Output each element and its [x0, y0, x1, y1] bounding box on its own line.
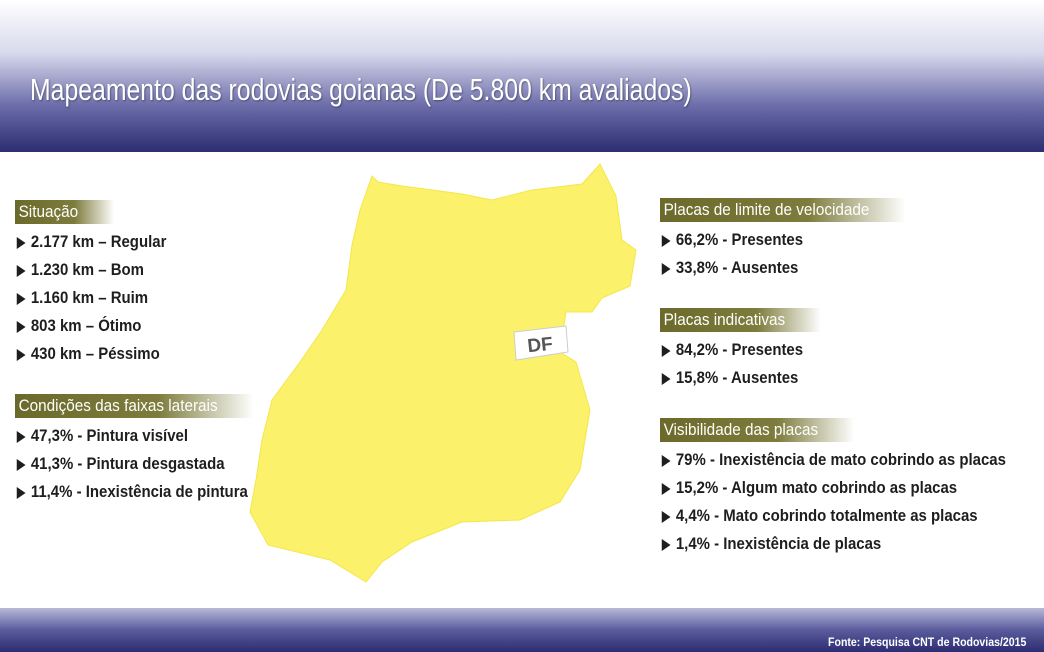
title: Mapeamento das rodovias goianas (De 5.80…: [30, 72, 692, 107]
list-item: 33,8% - Ausentes: [660, 254, 1006, 282]
bullet: [661, 235, 671, 247]
section-heading: Placas indicativas: [660, 308, 822, 332]
bullet: [16, 487, 26, 499]
item-text: 2.177 km – Regular: [30, 232, 167, 251]
section: Situação 2.177 km – Regular 1.230 km – Bom…: [15, 200, 280, 368]
item-text: 15,8% - Ausentes: [675, 368, 799, 387]
list-item: 1,4% - Inexistência de placas: [660, 530, 1006, 558]
section-heading: Placas de limite de velocidade: [660, 198, 906, 222]
item-text: 41,3% - Pintura desgastada: [30, 454, 225, 473]
bullet: [661, 511, 671, 523]
state-shape: [249, 163, 637, 583]
item-text: 66,2% - Presentes: [675, 230, 804, 249]
footer-band: Fonte: Pesquisa CNT de Rodovias/2015: [0, 608, 1044, 652]
list-item: 4,4% - Mato cobrindo totalmente as placa…: [660, 502, 1006, 530]
list-item: 430 km – Péssimo: [15, 340, 248, 368]
section: Placas de limite de velocidade 66,2% - Pr…: [660, 198, 1044, 282]
item-text: 1.160 km – Ruim: [30, 288, 149, 307]
item-text: 1,4% - Inexistência de placas: [675, 534, 882, 553]
list-item: 47,3% - Pintura visível: [15, 422, 248, 450]
bullet: [661, 263, 671, 275]
item-text: 1.230 km – Bom: [30, 260, 144, 279]
section: Visibilidade das placas 79% - Inexistênci…: [660, 418, 1044, 558]
bullet: [16, 293, 26, 305]
list-item: 41,3% - Pintura desgastada: [15, 450, 248, 478]
section-heading: Visibilidade das placas: [660, 418, 855, 442]
bullet: [661, 483, 671, 495]
item-text: 47,3% - Pintura visível: [30, 426, 189, 445]
bullet: [661, 539, 671, 551]
source: Fonte: Pesquisa CNT de Rodovias/2015: [827, 635, 1026, 649]
bullet: [16, 459, 26, 471]
section: Condições das faixas laterais 47,3% - Pin…: [15, 394, 280, 506]
item-text: 4,4% - Mato cobrindo totalmente as placa…: [675, 506, 978, 525]
bullet: [661, 345, 671, 357]
bullet: [661, 455, 671, 467]
item-text: 84,2% - Presentes: [675, 340, 804, 359]
left-column: Situação 2.177 km – Regular 1.230 km – Bom…: [15, 200, 280, 532]
item-text: 430 km – Péssimo: [30, 344, 160, 363]
section-heading: Situação: [15, 200, 115, 224]
list-item: 15,2% - Algum mato cobrindo as placas: [660, 474, 1006, 502]
right-column: Placas de limite de velocidade 66,2% - Pr…: [660, 198, 1044, 584]
item-text: 33,8% - Ausentes: [675, 258, 799, 277]
bullet: [16, 431, 26, 443]
df-label: DF: [526, 334, 553, 358]
list-item: 2.177 km – Regular: [15, 228, 248, 256]
header-band: Mapeamento das rodovias goianas (De 5.80…: [0, 0, 1044, 152]
heading-row: Placas de limite de velocidade: [660, 198, 1044, 226]
list-item: 79% - Inexistência de mato cobrindo as p…: [660, 446, 1006, 474]
item-text: 79% - Inexistência de mato cobrindo as p…: [675, 450, 1006, 469]
item-text: 11,4% - Inexistência de pintura: [30, 482, 248, 501]
section: Placas indicativas 84,2% - Presentes 15,8%…: [660, 308, 1044, 392]
list-item: 84,2% - Presentes: [660, 336, 1006, 364]
heading-row: Visibilidade das placas: [660, 418, 1044, 446]
bullet: [16, 349, 26, 361]
list-item: 1.160 km – Ruim: [15, 284, 248, 312]
section-heading: Condições das faixas laterais: [15, 394, 254, 418]
list-item: 66,2% - Presentes: [660, 226, 1006, 254]
list-item: 15,8% - Ausentes: [660, 364, 1006, 392]
heading-row: Condições das faixas laterais: [15, 394, 280, 422]
heading-row: Situação: [15, 200, 280, 228]
bullet: [16, 321, 26, 333]
item-text: 803 km – Ótimo: [30, 316, 142, 335]
list-item: 803 km – Ótimo: [15, 312, 248, 340]
bullet: [16, 265, 26, 277]
heading-row: Placas indicativas: [660, 308, 1044, 336]
item-text: 15,2% - Algum mato cobrindo as placas: [675, 478, 958, 497]
df-plate: [513, 325, 569, 361]
list-item: 1.230 km – Bom: [15, 256, 248, 284]
list-item: 11,4% - Inexistência de pintura: [15, 478, 248, 506]
bullet: [16, 237, 26, 249]
bullet: [661, 373, 671, 385]
